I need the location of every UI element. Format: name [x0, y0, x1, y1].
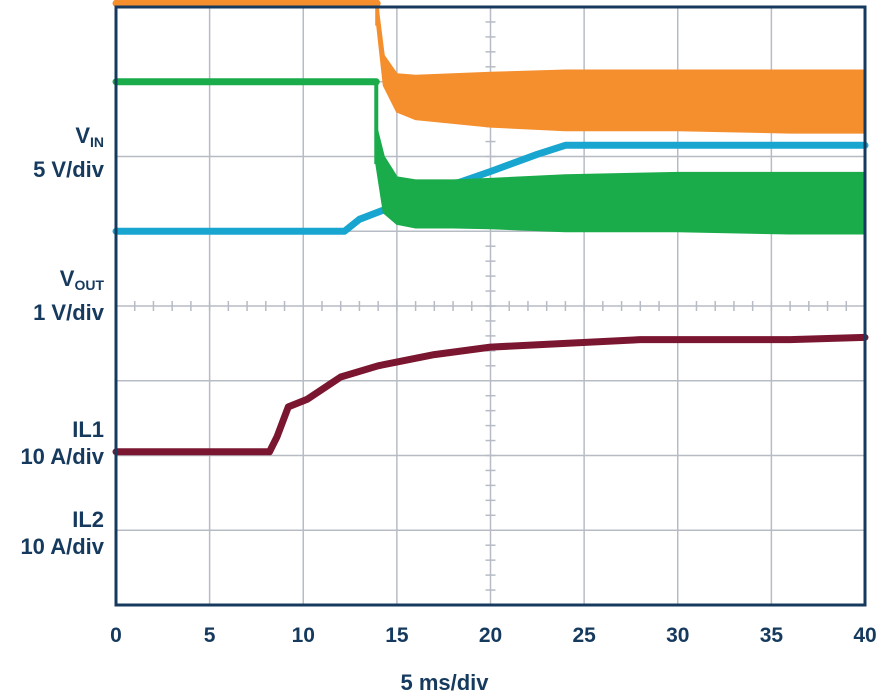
x-tick-label: 5 [204, 624, 216, 647]
vout-subscript: OUT [74, 277, 104, 293]
x-tick-label: 25 [572, 624, 596, 647]
vin-label: VIN 5 V/div [0, 122, 104, 183]
vout-scale: 1 V/div [33, 300, 104, 325]
vin-scale: 5 V/div [33, 157, 104, 182]
plot-frame [114, 5, 867, 607]
il1-name: IL1 [72, 417, 104, 442]
x-tick-label: 35 [760, 624, 784, 647]
vout-trace [112, 141, 869, 235]
il2-scale: 10 A/div [20, 534, 104, 559]
x-tick-label: 10 [292, 624, 315, 647]
il2-name: IL2 [72, 507, 104, 532]
vin-subscript: IN [90, 134, 104, 150]
x-tick-label: 0 [110, 624, 122, 647]
x-tick-label: 20 [479, 624, 502, 647]
vout-label: VOUT 1 V/div [0, 265, 104, 326]
il1-scale: 10 A/div [20, 444, 104, 469]
il2-switching-envelope [376, 3, 866, 134]
x-axis-ticks: 0 5 10 15 20 25 30 35 40 [110, 624, 877, 647]
vin-name: V [75, 123, 90, 148]
x-axis-title: 5 ms/div [400, 670, 489, 695]
traces [112, 0, 869, 456]
x-tick-label: 15 [385, 624, 409, 647]
x-tick-label: 40 [853, 624, 876, 647]
vin-trace [112, 333, 869, 456]
x-tick-label: 30 [666, 624, 689, 647]
vout-name: V [59, 266, 75, 291]
il1-label: IL1 10 A/div [0, 416, 104, 470]
il2-label: IL2 10 A/div [0, 506, 104, 560]
